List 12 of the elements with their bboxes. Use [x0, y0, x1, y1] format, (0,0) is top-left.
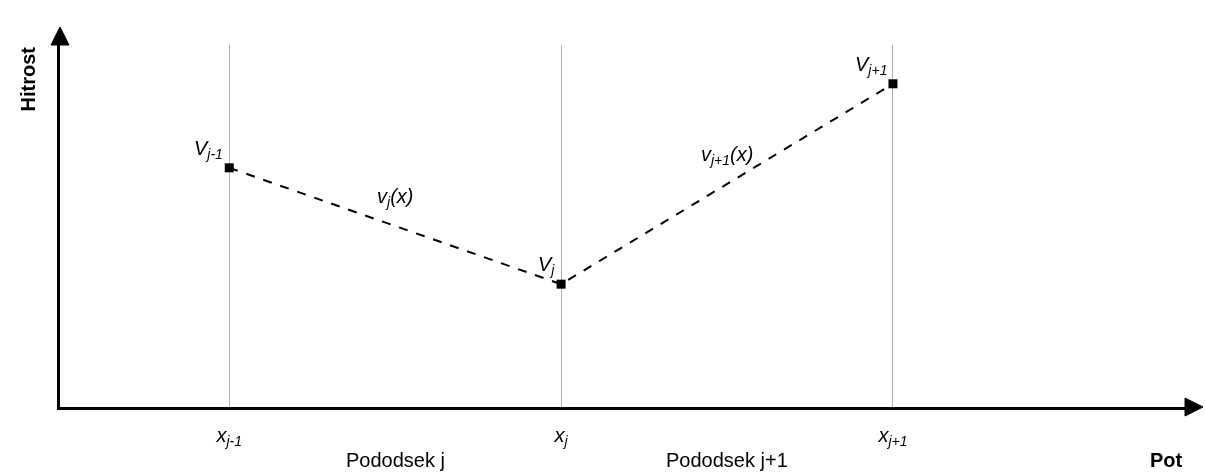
annotation: V$_{j-1}$ [194, 137, 223, 163]
annotation: V$_{j+1}$ [855, 53, 888, 79]
x-axis-title: Pot [1150, 449, 1183, 471]
x-tick-label: x$_{j-1}$ [215, 424, 243, 450]
text: Pododsek j+1 [666, 449, 788, 471]
annotation: v$_{j+1}$(x) [701, 143, 754, 169]
text: Pododsek j [346, 449, 445, 471]
y-axis-title: Hitrost [16, 46, 39, 112]
annotation: V$_{j}$ [538, 253, 556, 279]
x-tick-label: x$_{j+1}$ [877, 424, 908, 450]
x-tick-label: x$_{j}$ [553, 424, 569, 450]
annotation: v$_{j}$(x) [377, 185, 414, 211]
